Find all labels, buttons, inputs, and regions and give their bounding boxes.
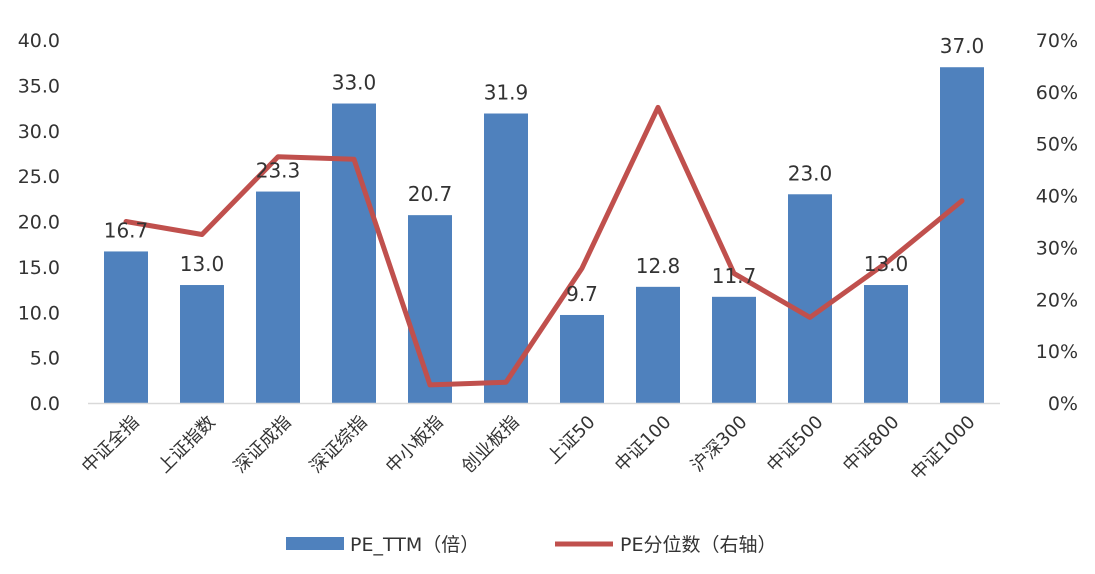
bar (788, 194, 832, 403)
right-axis-tick-label: 60% (1036, 82, 1078, 104)
bar (940, 67, 984, 403)
bar-data-label: 16.7 (104, 218, 149, 242)
legend-line-label: PE分位数（右轴） (620, 534, 776, 556)
legend-bar-swatch (286, 537, 344, 550)
left-axis-tick-label: 20.0 (18, 212, 60, 234)
category-label: 中小板指 (382, 412, 448, 478)
category-label: 中证全指 (78, 412, 144, 478)
left-axis-tick-labels: 0.0 5.0 10.0 15.0 20.0 25.0 30.0 35.0 40.0 (18, 30, 60, 415)
bar-data-label: 20.7 (408, 182, 453, 206)
category-label: 创业板指 (458, 412, 524, 478)
bar-series (104, 67, 984, 403)
bar-data-label: 23.3 (256, 159, 301, 183)
bar-data-label: 12.8 (636, 254, 681, 278)
bar (256, 192, 300, 403)
left-axis-tick-label: 40.0 (18, 30, 60, 52)
left-axis-tick-label: 0.0 (30, 393, 60, 415)
bar-data-label: 23.0 (788, 161, 833, 185)
bar-data-label: 13.0 (180, 252, 225, 276)
bar-data-label: 33.0 (332, 71, 377, 95)
right-axis-tick-label: 10% (1036, 341, 1078, 363)
line-series (126, 107, 962, 385)
category-label: 中证1000 (907, 412, 980, 485)
pe-percentile-line (126, 107, 962, 385)
left-axis-tick-label: 30.0 (18, 121, 60, 143)
right-axis-tick-label: 50% (1036, 134, 1078, 156)
right-axis-tick-label: 70% (1036, 30, 1078, 52)
legend-bar-label: PE_TTM（倍） (350, 534, 479, 556)
right-axis-tick-label: 0% (1048, 393, 1078, 415)
left-axis-tick-label: 25.0 (18, 166, 60, 188)
bar (636, 287, 680, 403)
category-label: 深证成指 (230, 412, 296, 478)
category-label: 上证指数 (154, 412, 220, 478)
right-axis-tick-label: 40% (1036, 186, 1078, 208)
bar-data-label: 31.9 (484, 81, 529, 105)
left-axis-tick-label: 15.0 (18, 257, 60, 279)
left-axis-tick-label: 5.0 (30, 348, 60, 370)
bar (104, 251, 148, 403)
left-axis-tick-label: 10.0 (18, 302, 60, 324)
bar (180, 285, 224, 403)
bar (712, 297, 756, 403)
bar-data-labels: 16.7 13.0 23.3 33.0 20.7 31.9 9.7 12.8 11.7 23.0 1… (104, 34, 985, 306)
category-label: 中证800 (839, 412, 904, 477)
bar (560, 315, 604, 403)
bar-data-label: 9.7 (566, 282, 598, 306)
category-label: 上证50 (543, 412, 600, 469)
category-label: 深证综指 (306, 412, 372, 478)
category-label: 中证500 (763, 412, 828, 477)
category-label: 中证100 (611, 412, 676, 477)
bar-data-label: 37.0 (940, 34, 985, 58)
bar (408, 215, 452, 403)
category-label: 沪深300 (687, 412, 752, 477)
left-axis-tick-label: 35.0 (18, 75, 60, 97)
bar (332, 104, 376, 403)
bar (864, 285, 908, 403)
legend: PE_TTM（倍） PE分位数（右轴） (286, 534, 776, 556)
bar-data-label: 11.7 (712, 264, 757, 288)
right-axis-tick-label: 30% (1036, 237, 1078, 259)
right-axis-tick-labels: 0% 10% 20% 30% 40% 50% 60% 70% (1036, 30, 1078, 415)
bar-data-label: 13.0 (864, 252, 909, 276)
right-axis-tick-label: 20% (1036, 289, 1078, 311)
